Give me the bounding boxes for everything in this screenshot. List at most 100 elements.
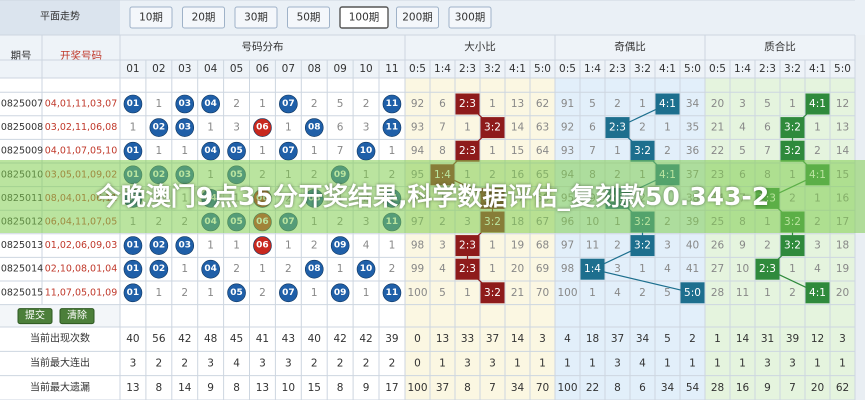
ratio-column: 5:0 bbox=[684, 63, 701, 75]
stat-value: 43 bbox=[282, 333, 295, 345]
ratio-miss: 1 bbox=[664, 122, 671, 134]
header-bg bbox=[0, 35, 865, 78]
ball-number: 07 bbox=[282, 288, 295, 298]
ratio-miss: 4 bbox=[739, 122, 746, 134]
stat-value: 2 bbox=[363, 357, 370, 369]
stat-value: 37 bbox=[611, 333, 624, 345]
miss-count: 5 bbox=[337, 98, 344, 110]
number-column: 07 bbox=[282, 63, 295, 75]
ratio-hit-label: 2:3 bbox=[759, 263, 776, 275]
stat-value: 6 bbox=[639, 382, 646, 394]
miss-count: 2 bbox=[285, 263, 292, 275]
stat-value: 37 bbox=[436, 382, 449, 394]
ball-number: 02 bbox=[153, 264, 166, 274]
ball bbox=[330, 236, 350, 255]
action-button-label[interactable]: 清除 bbox=[67, 309, 87, 322]
ratio-miss: 1 bbox=[639, 98, 646, 110]
period-label[interactable]: 100期 bbox=[349, 12, 380, 24]
ratio-miss: 68 bbox=[536, 240, 549, 252]
miss-count: 1 bbox=[130, 122, 137, 134]
ratio-column: 0:5 bbox=[709, 63, 726, 75]
header-section: 质合比 bbox=[764, 40, 796, 53]
period-button[interactable] bbox=[287, 6, 330, 29]
action-button-label[interactable]: 提交 bbox=[25, 309, 45, 322]
ratio-miss: 69 bbox=[536, 263, 549, 275]
stat-value: 31 bbox=[761, 333, 774, 345]
stat-value: 15 bbox=[308, 382, 321, 394]
ratio-miss: 94 bbox=[411, 145, 425, 157]
ball bbox=[356, 259, 376, 279]
ratio-miss: 5 bbox=[764, 98, 771, 110]
miss-count: 1 bbox=[285, 122, 292, 134]
ratio-miss: 20 bbox=[836, 287, 849, 299]
period-button[interactable] bbox=[448, 6, 492, 29]
ratio-miss: 2 bbox=[614, 240, 621, 252]
stat-value: 39 bbox=[385, 333, 398, 345]
ball bbox=[123, 236, 143, 255]
ball-number: 09 bbox=[334, 288, 347, 298]
ratio-column: 4:1 bbox=[809, 63, 826, 75]
period-button[interactable] bbox=[129, 6, 173, 29]
ratio-miss: 18 bbox=[836, 240, 849, 252]
ball bbox=[382, 94, 402, 114]
period-label[interactable]: 200期 bbox=[402, 12, 433, 24]
ratio-hit bbox=[480, 282, 505, 304]
issue: 0825014 bbox=[1, 264, 43, 275]
ball-number: 11 bbox=[386, 99, 399, 109]
number-column: 06 bbox=[256, 63, 270, 75]
stat-value: 18 bbox=[586, 333, 599, 345]
miss-count: 2 bbox=[389, 263, 396, 275]
stat-value: 3 bbox=[789, 357, 796, 369]
ratio-hit bbox=[455, 93, 480, 115]
stats-bg bbox=[0, 327, 405, 400]
period-label[interactable]: 20期 bbox=[192, 12, 216, 24]
stat-value: 1 bbox=[564, 357, 571, 369]
overlay-text: 今晚澳门9点35分开奖结果,科学数据评估_复刻款50.343-2 bbox=[95, 181, 770, 211]
stat-value: 14 bbox=[178, 382, 192, 394]
ratio-miss: 2 bbox=[789, 287, 796, 299]
ball bbox=[175, 236, 195, 255]
period-button[interactable] bbox=[339, 6, 389, 29]
ratio-miss: 98 bbox=[411, 240, 424, 252]
period-button[interactable] bbox=[182, 6, 225, 29]
stat-value: 13 bbox=[126, 382, 139, 394]
number-column: 09 bbox=[333, 63, 346, 75]
ratio-hit-label: 4:1 bbox=[809, 98, 826, 110]
stat-value: 4 bbox=[564, 333, 571, 345]
ratio-miss: 5 bbox=[664, 287, 671, 299]
period-label[interactable]: 300期 bbox=[455, 12, 486, 24]
number-column: 10 bbox=[359, 63, 372, 75]
ratio-miss: 3 bbox=[664, 240, 671, 252]
stat-value: 3 bbox=[130, 357, 137, 369]
ratio-miss: 11 bbox=[736, 287, 749, 299]
header-numbers: 开奖号码 bbox=[60, 49, 102, 62]
ball-number: 10 bbox=[360, 264, 373, 274]
ratio-miss: 98 bbox=[561, 263, 574, 275]
ratio-miss: 36 bbox=[686, 145, 700, 157]
ratio-miss: 13 bbox=[836, 122, 849, 134]
ratio-hit-label: 2:3 bbox=[459, 145, 476, 157]
stat-value: 41 bbox=[256, 333, 269, 345]
ball-number: 07 bbox=[282, 146, 295, 156]
miss-count: 1 bbox=[363, 287, 370, 299]
ratio-miss: 4 bbox=[614, 287, 621, 299]
stat-value: 7 bbox=[489, 382, 496, 394]
period-button[interactable] bbox=[396, 6, 439, 29]
ratio-miss: 1 bbox=[789, 263, 796, 275]
action-button[interactable] bbox=[17, 308, 53, 325]
miss-count: 1 bbox=[311, 287, 318, 299]
miss-count: 2 bbox=[311, 240, 318, 252]
ball bbox=[149, 259, 169, 279]
period-button[interactable] bbox=[234, 6, 278, 29]
period-label[interactable]: 50期 bbox=[297, 12, 321, 24]
ratio-hit-label: 3:2 bbox=[784, 240, 801, 252]
period-label[interactable]: 30期 bbox=[244, 12, 268, 24]
stat-value: 42 bbox=[333, 333, 346, 345]
period-label[interactable]: 10期 bbox=[139, 12, 163, 24]
stat-value: 22 bbox=[586, 382, 599, 394]
action-button[interactable] bbox=[59, 308, 95, 325]
ball-number: 09 bbox=[334, 241, 347, 251]
stat-value: 20 bbox=[811, 382, 824, 394]
miss-count: 3 bbox=[363, 122, 370, 134]
ratio-miss: 92 bbox=[561, 122, 574, 134]
